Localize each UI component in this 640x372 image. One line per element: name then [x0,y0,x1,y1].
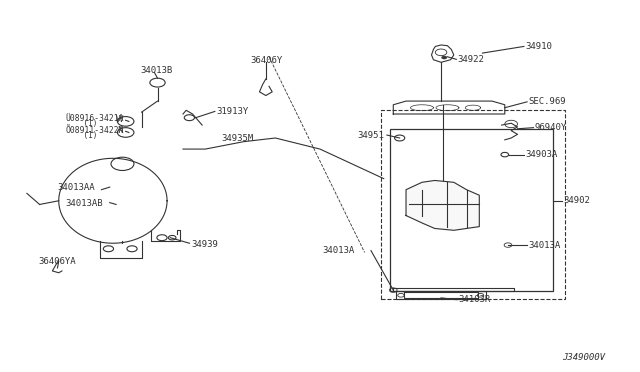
Text: 34013AA: 34013AA [58,183,95,192]
Circle shape [435,49,447,56]
Text: 31913Y: 31913Y [216,107,248,116]
Text: 34902: 34902 [563,196,590,205]
Text: Ü08916-3421A: Ü08916-3421A [65,114,124,123]
Text: 34013A: 34013A [529,241,561,250]
Polygon shape [431,45,454,62]
Text: (1): (1) [65,119,97,128]
Text: 34903A: 34903A [525,150,557,159]
Circle shape [442,56,447,59]
Text: W: W [116,115,124,124]
Bar [390,129,552,291]
Text: 36406YA: 36406YA [38,257,76,266]
Text: 34013AB: 34013AB [65,199,103,208]
Text: 34939: 34939 [191,240,218,249]
Text: 34951: 34951 [357,131,384,140]
Text: 34103R: 34103R [458,295,490,304]
Text: 34922: 34922 [458,55,484,64]
Text: J349000V: J349000V [562,353,605,362]
Bar [381,110,565,299]
Text: 34910: 34910 [526,42,553,51]
Text: 34935M: 34935M [221,134,253,142]
Text: (1): (1) [65,131,97,140]
Text: 36406Y: 36406Y [250,56,282,65]
Text: 34013A: 34013A [323,246,355,255]
Text: SEC.969: SEC.969 [529,97,566,106]
Polygon shape [406,180,479,230]
Text: N: N [117,126,123,135]
Text: Õ08911-3422A: Õ08911-3422A [65,126,124,135]
Text: 34013B: 34013B [140,66,173,75]
Text: 96940Y: 96940Y [535,123,567,132]
